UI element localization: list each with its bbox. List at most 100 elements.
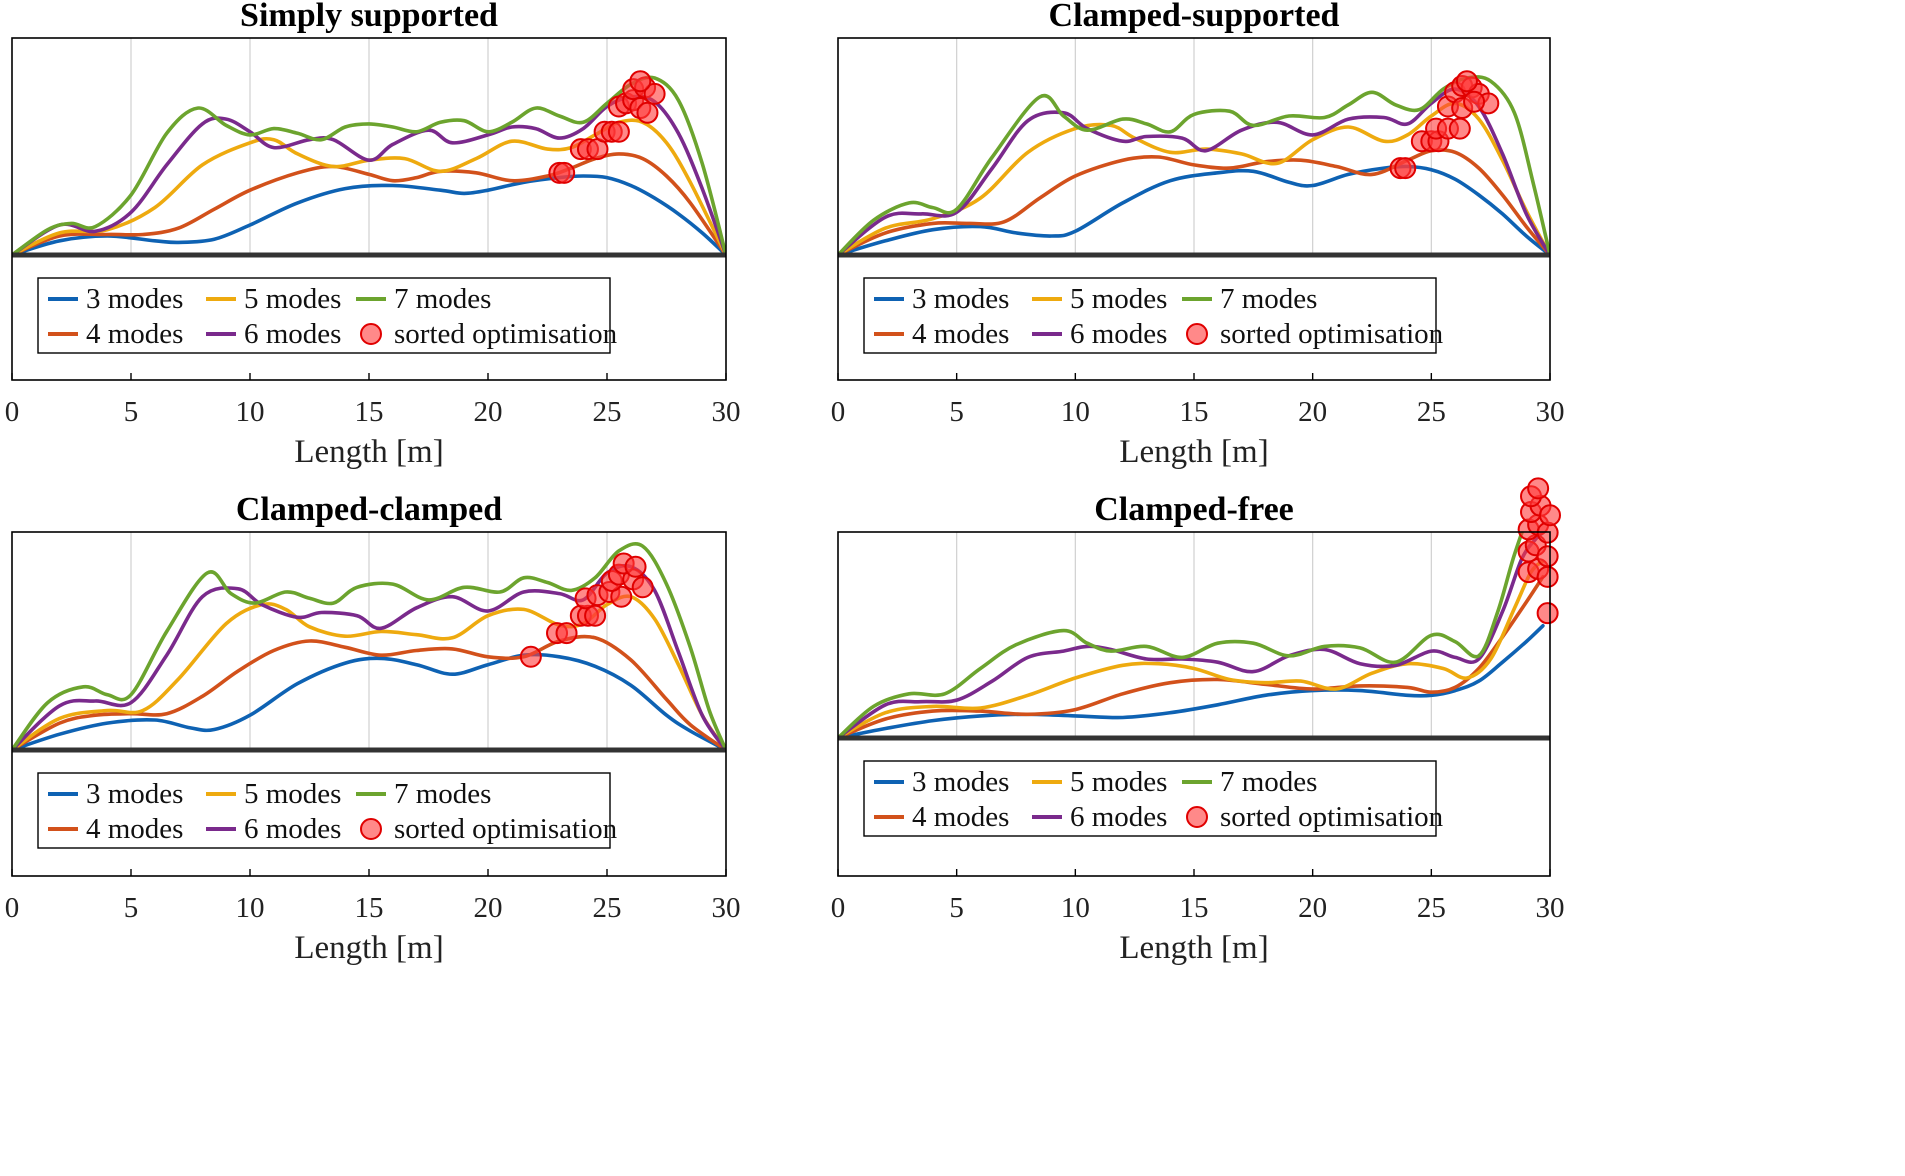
x-tick-label: 30 bbox=[1536, 892, 1565, 924]
legend-label: 3 modes bbox=[86, 778, 183, 810]
legend-label: 4 modes bbox=[912, 318, 1009, 350]
x-tick-label: 10 bbox=[1061, 892, 1090, 924]
legend-marker-swatch bbox=[360, 818, 382, 840]
optimisation-marker bbox=[555, 622, 578, 645]
legend-label: 3 modes bbox=[912, 283, 1009, 315]
legend-box bbox=[37, 277, 611, 354]
series-line-6-modes bbox=[838, 532, 1545, 740]
panel-3: Clamped-clamped 0 5 10 15 20 25 30 Length [m] 3 m… bbox=[5, 491, 741, 966]
series-line-5-modes bbox=[12, 594, 726, 752]
x-tick-label: 15 bbox=[1180, 892, 1209, 924]
series-line-7-modes bbox=[12, 75, 726, 257]
panel-1: Simply supported 0 5 10 15 20 25 30 Length [m] 3 … bbox=[5, 0, 741, 470]
panel-2: Clamped-supported 0 5 10 15 20 25 30 Length [m] 3… bbox=[831, 0, 1565, 470]
x-tick-label: 5 bbox=[949, 892, 964, 924]
x-axis-label: Length [m] bbox=[294, 930, 443, 966]
legend-label: sorted optimisation bbox=[394, 318, 618, 350]
series-line-4-modes bbox=[12, 634, 726, 752]
legend-box bbox=[863, 277, 1437, 354]
x-tick-label: 10 bbox=[236, 892, 265, 924]
optimisation-marker bbox=[1394, 157, 1417, 180]
legend-label: 3 modes bbox=[912, 766, 1009, 798]
series-line-3-modes bbox=[12, 652, 726, 752]
series-line-3-modes bbox=[838, 164, 1550, 257]
series-line-4-modes bbox=[12, 152, 726, 257]
optimisation-marker bbox=[610, 585, 633, 608]
series-line-3-modes bbox=[838, 624, 1545, 740]
legend-label: sorted optimisation bbox=[394, 813, 618, 845]
legend-label: 7 modes bbox=[1220, 766, 1317, 798]
series-line-4-modes bbox=[838, 148, 1550, 257]
panel-title: Clamped-free bbox=[1094, 491, 1294, 528]
legend: 3 modes 5 modes 7 modes 4 modes 6 modes sorte… bbox=[37, 772, 618, 849]
x-tick-label: 0 bbox=[5, 396, 20, 428]
x-tick-label: 25 bbox=[1417, 396, 1446, 428]
optimisation-marker bbox=[629, 70, 652, 93]
optimisation-markers bbox=[548, 70, 666, 184]
legend-label: sorted optimisation bbox=[1220, 318, 1444, 350]
optimisation-marker bbox=[636, 101, 659, 124]
x-tick-label: 5 bbox=[949, 396, 964, 428]
legend-label: 5 modes bbox=[1070, 766, 1167, 798]
x-axis-label: Length [m] bbox=[1119, 930, 1268, 966]
x-tick-label: 5 bbox=[124, 892, 139, 924]
series-line-7-modes bbox=[12, 542, 726, 752]
legend: 3 modes 5 modes 7 modes 4 modes 6 modes sorte… bbox=[863, 277, 1444, 354]
x-axis-label: Length [m] bbox=[1119, 434, 1268, 470]
panel-title: Simply supported bbox=[240, 0, 498, 34]
series-line-3-modes bbox=[12, 174, 726, 257]
legend-label: 6 modes bbox=[244, 318, 341, 350]
x-tick-label: 25 bbox=[593, 892, 622, 924]
legend-label: sorted optimisation bbox=[1220, 801, 1444, 833]
series-line-5-modes bbox=[838, 559, 1545, 740]
legend-label: 7 modes bbox=[1220, 283, 1317, 315]
legend-label: 4 modes bbox=[86, 318, 183, 350]
optimisation-marker bbox=[1536, 602, 1559, 625]
legend: 3 modes 5 modes 7 modes 4 modes 6 modes sorte… bbox=[37, 277, 618, 354]
x-tick-label: 0 bbox=[5, 892, 20, 924]
panel-title: Clamped-clamped bbox=[236, 491, 502, 528]
series-group bbox=[12, 542, 726, 752]
x-tick-label: 15 bbox=[1180, 396, 1209, 428]
legend-label: 5 modes bbox=[244, 283, 341, 315]
optimisation-marker bbox=[1536, 565, 1559, 588]
x-tick-label: 0 bbox=[831, 892, 846, 924]
legend-label: 4 modes bbox=[86, 813, 183, 845]
legend-label: 5 modes bbox=[1070, 283, 1167, 315]
x-tick-label: 30 bbox=[712, 396, 741, 428]
legend-label: 3 modes bbox=[86, 283, 183, 315]
x-tick-label: 30 bbox=[1536, 396, 1565, 428]
legend-box bbox=[37, 772, 611, 849]
x-tick-label: 10 bbox=[236, 396, 265, 428]
x-axis-label: Length [m] bbox=[294, 434, 443, 470]
legend-box bbox=[863, 760, 1437, 837]
x-tick-label: 25 bbox=[1417, 892, 1446, 924]
x-tick-label: 5 bbox=[124, 396, 139, 428]
optimisation-marker bbox=[643, 82, 666, 105]
optimisation-markers bbox=[1389, 70, 1500, 180]
panel-title: Clamped-supported bbox=[1049, 0, 1340, 34]
legend-marker-swatch bbox=[1186, 323, 1208, 345]
x-tick-label: 20 bbox=[1298, 396, 1327, 428]
x-tick-label: 0 bbox=[831, 396, 846, 428]
x-tick-label: 15 bbox=[355, 396, 384, 428]
legend-label: 6 modes bbox=[244, 813, 341, 845]
x-tick-label: 20 bbox=[1298, 892, 1327, 924]
x-tick-label: 15 bbox=[355, 892, 384, 924]
x-tick-label: 20 bbox=[474, 396, 503, 428]
legend-label: 7 modes bbox=[394, 778, 491, 810]
x-tick-label: 30 bbox=[712, 892, 741, 924]
legend: 3 modes 5 modes 7 modes 4 modes 6 modes sorte… bbox=[863, 760, 1444, 837]
optimisation-marker bbox=[1536, 545, 1559, 568]
legend-label: 4 modes bbox=[912, 801, 1009, 833]
series-line-7-modes bbox=[838, 532, 1525, 740]
x-tick-label: 25 bbox=[593, 396, 622, 428]
optimisation-marker bbox=[1527, 477, 1550, 500]
x-tick-label: 20 bbox=[474, 892, 503, 924]
optimisation-marker bbox=[1539, 504, 1561, 527]
optimisation-marker bbox=[1448, 117, 1471, 140]
legend-marker-swatch bbox=[360, 323, 382, 345]
optimisation-markers bbox=[1517, 477, 1561, 625]
legend-label: 6 modes bbox=[1070, 801, 1167, 833]
